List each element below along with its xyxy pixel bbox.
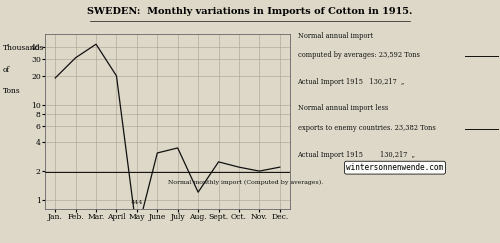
Text: Thousands: Thousands: [2, 44, 44, 52]
Text: computed by averages: 23,592 Tons: computed by averages: 23,592 Tons: [298, 51, 420, 59]
Text: of: of: [2, 66, 10, 74]
Text: Tons: Tons: [2, 87, 20, 95]
Text: SWEDEN:  Monthly variations in Imports of Cotton in 1915.: SWEDEN: Monthly variations in Imports of…: [88, 7, 412, 16]
Text: Normal annual import less: Normal annual import less: [298, 104, 388, 113]
Text: Normal monthly import (Computed by averages).: Normal monthly import (Computed by avera…: [168, 180, 323, 185]
Text: exports to enemy countries. 23,382 Tons: exports to enemy countries. 23,382 Tons: [298, 124, 435, 132]
Text: wintersonnenwende.com: wintersonnenwende.com: [346, 163, 444, 172]
Text: Actual Import 1915        130,217  „: Actual Import 1915 130,217 „: [298, 151, 416, 159]
Text: Actual Import 1915   130,217  „: Actual Import 1915 130,217 „: [298, 78, 405, 86]
Text: Normal annual import: Normal annual import: [298, 32, 373, 40]
Text: 444: 444: [130, 200, 143, 205]
